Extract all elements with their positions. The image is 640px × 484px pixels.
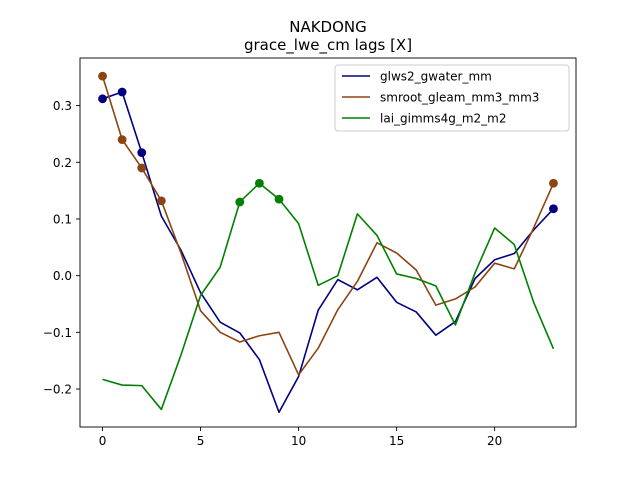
data-point xyxy=(254,178,264,188)
data-point xyxy=(549,204,558,214)
series-smroot_gleam_mm3_mm3 xyxy=(98,71,558,376)
y-tick-label: 0.1 xyxy=(53,212,72,226)
data-point xyxy=(117,87,127,97)
data-point xyxy=(98,94,107,104)
legend-label: glws2_gwater_mm xyxy=(380,70,492,84)
data-point xyxy=(274,194,284,204)
chart-title: NAKDONG xyxy=(289,18,367,36)
data-point xyxy=(117,135,127,145)
chart-subtitle: grace_lwe_cm lags [X] xyxy=(244,36,412,55)
x-tick-label: 0 xyxy=(99,434,107,448)
legend-label: smroot_gleam_mm3_mm3 xyxy=(380,91,539,105)
data-point xyxy=(235,197,245,207)
y-tick-label: −0.2 xyxy=(43,383,72,397)
axes: 0 5 10 15 20 −0.2 −0.1 0.0 0.1 0.2 0.3 xyxy=(43,57,577,448)
legend-box xyxy=(334,64,570,132)
y-tick-label: 0.3 xyxy=(53,99,72,113)
legend: glws2_gwater_mm smroot_gleam_mm3_mm3 lai_g… xyxy=(334,64,570,132)
legend-label: lai_gimms4g_m2_m2 xyxy=(380,112,507,126)
data-point xyxy=(137,148,147,158)
x-tick-label: 5 xyxy=(197,434,205,448)
series-line xyxy=(102,182,555,411)
y-tick-label: 0.0 xyxy=(53,269,72,283)
data-point xyxy=(98,71,107,81)
axes-frame xyxy=(79,57,577,428)
data-point xyxy=(137,163,147,173)
data-point xyxy=(549,178,558,188)
series-lai_gimms4g_m2_m2 xyxy=(102,178,555,411)
series-line xyxy=(101,75,555,376)
data-point xyxy=(156,196,166,206)
y-tick-label: 0.2 xyxy=(53,156,72,170)
x-tick-label: 10 xyxy=(291,434,306,448)
y-tick-label: −0.1 xyxy=(43,326,72,340)
x-tick-label: 20 xyxy=(487,434,502,448)
plot-area xyxy=(98,71,558,414)
x-tick-label: 15 xyxy=(389,434,404,448)
